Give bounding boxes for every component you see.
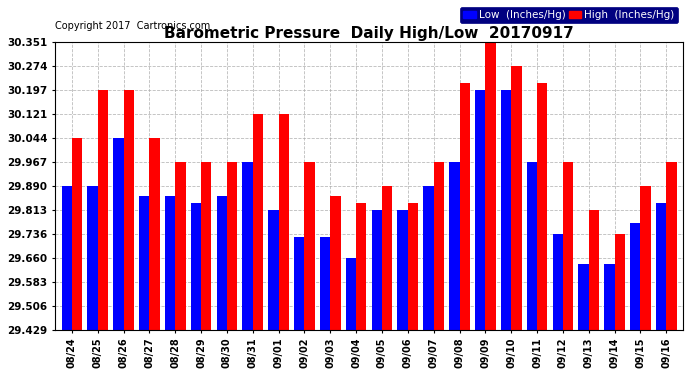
Bar [537, 83, 547, 330]
Bar [475, 90, 485, 330]
Bar [604, 264, 615, 330]
Bar [331, 196, 341, 330]
Bar [61, 186, 72, 330]
Bar [630, 224, 640, 330]
Bar [217, 196, 227, 330]
Bar [372, 210, 382, 330]
Bar [165, 196, 175, 330]
Bar [526, 162, 537, 330]
Bar [553, 234, 563, 330]
Bar [124, 90, 134, 330]
Bar [460, 83, 470, 330]
Bar [190, 203, 201, 330]
Bar [485, 42, 495, 330]
Bar [242, 162, 253, 330]
Bar [320, 237, 331, 330]
Bar [201, 162, 211, 330]
Bar [511, 66, 522, 330]
Title: Barometric Pressure  Daily High/Low  20170917: Barometric Pressure Daily High/Low 20170… [164, 26, 574, 41]
Text: Copyright 2017  Cartronics.com: Copyright 2017 Cartronics.com [55, 21, 210, 31]
Bar [667, 162, 677, 330]
Bar [253, 114, 263, 330]
Bar [139, 196, 150, 330]
Bar [578, 264, 589, 330]
Bar [304, 162, 315, 330]
Bar [279, 114, 289, 330]
Bar [294, 237, 304, 330]
Bar [150, 138, 160, 330]
Legend: Low  (Inches/Hg), High  (Inches/Hg): Low (Inches/Hg), High (Inches/Hg) [460, 7, 678, 23]
Bar [88, 186, 98, 330]
Bar [72, 138, 82, 330]
Bar [424, 186, 434, 330]
Bar [346, 258, 356, 330]
Bar [382, 186, 393, 330]
Bar [268, 210, 279, 330]
Bar [98, 90, 108, 330]
Bar [113, 138, 124, 330]
Bar [449, 162, 460, 330]
Bar [563, 162, 573, 330]
Bar [397, 210, 408, 330]
Bar [408, 203, 418, 330]
Bar [356, 203, 366, 330]
Bar [501, 90, 511, 330]
Bar [589, 210, 599, 330]
Bar [175, 162, 186, 330]
Bar [640, 186, 651, 330]
Bar [656, 203, 667, 330]
Bar [434, 162, 444, 330]
Bar [227, 162, 237, 330]
Bar [615, 234, 625, 330]
